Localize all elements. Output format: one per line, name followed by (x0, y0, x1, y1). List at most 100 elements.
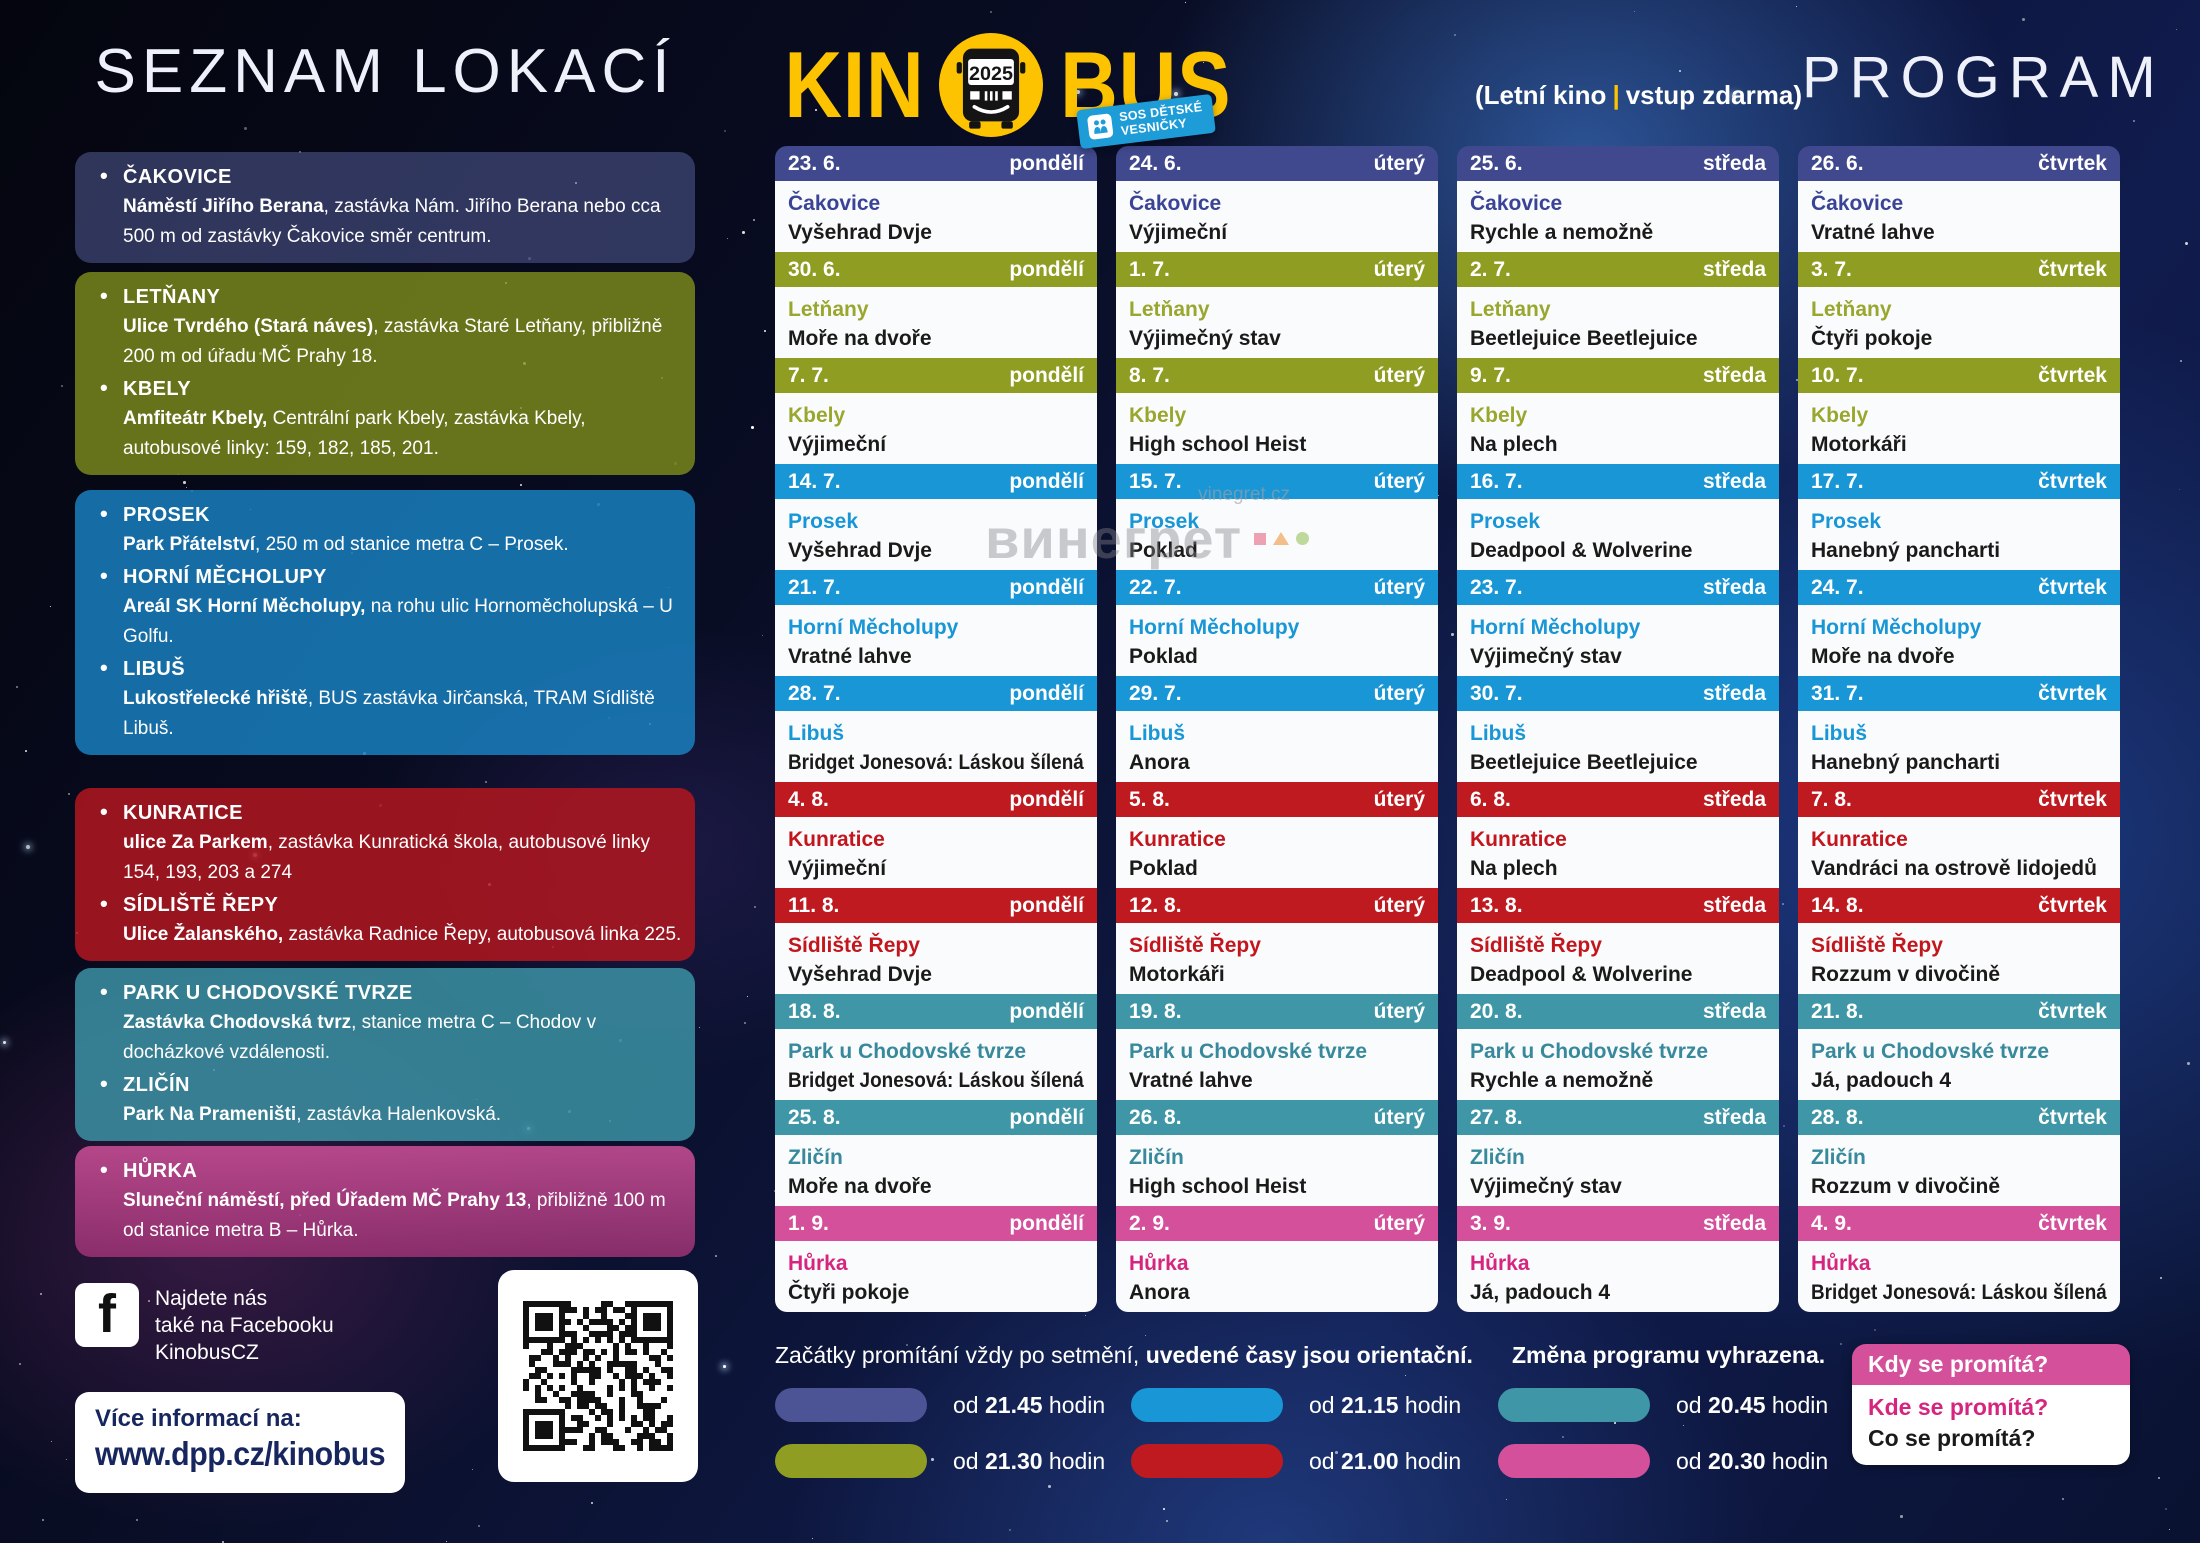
show-date: 24. 7. (1811, 575, 1864, 599)
show-location: Hůrka (1129, 1252, 1189, 1275)
show-film-title: Bridget Jonesová: Láskou šílená (788, 751, 1084, 774)
bright-star (3, 1041, 6, 1044)
show-date-bar: 3. 7. čtvrtek (1798, 252, 2120, 287)
show-location-line: Sídliště Řepy (788, 932, 1084, 961)
star (51, 1441, 53, 1443)
show-film-title: Vratné lahve (1811, 221, 1935, 244)
show-location: Prosek (1811, 510, 1882, 533)
show-location-line: Kbely (1129, 402, 1425, 431)
location-entry: LETŇANY Ulice Tvrdého (Stará náves), zast… (97, 283, 681, 372)
show-film-title: Anora (1129, 751, 1190, 774)
show-film-title: Beetlejuice Beetlejuice (1470, 327, 1698, 350)
show-entry: Kunratice Na plech (1457, 817, 1779, 888)
show-location: Libuš (788, 722, 844, 745)
show-date-bar: 24. 6. úterý (1116, 146, 1438, 181)
show-date-bar: 25. 6. středa (1457, 146, 1779, 181)
show-film-line: Anora (1129, 1279, 1425, 1308)
show-film-line: Bridget Jonesová: Láskou šílená (788, 749, 1084, 778)
show-weekday: středa (1702, 257, 1766, 281)
show-date-bar: 23. 7. středa (1457, 570, 1779, 605)
show-date: 1. 9. (788, 1211, 829, 1235)
show-film-title: Poklad (1129, 857, 1198, 880)
show-location-line: Prosek (1811, 508, 2107, 537)
legend-column: od 21.15 hodin od 21.00 hodin (1131, 1388, 1461, 1500)
show-entry: Letňany Čtyři pokoje (1798, 287, 2120, 358)
show-location-line: Letňany (1129, 296, 1425, 325)
logo-year: 2025 (969, 63, 1013, 85)
show-date-bar: 28. 7. pondělí (775, 676, 1097, 711)
location-entry: KBELY Amfiteátr Kbely, Centrální park Kbe… (97, 375, 681, 464)
show-film-title: Vratné lahve (788, 645, 912, 668)
show-date-bar: 6. 8. středa (1457, 782, 1779, 817)
show-location-line: Kunratice (788, 826, 1084, 855)
location-description: Sluneční náměstí, před Úřadem MČ Prahy 1… (123, 1190, 666, 1241)
show-film-title: High school Heist (1129, 433, 1307, 456)
bright-star (1732, 94, 1736, 98)
show-location: Čakovice (1811, 192, 1904, 215)
show-location: Letňany (1129, 298, 1210, 321)
show-location: Park u Chodovské tvrze (788, 1040, 1027, 1063)
legend-label: od 21.00 hodin (1309, 1447, 1462, 1474)
more-info-box[interactable]: Více informací na: www.dpp.cz/kinobus (75, 1392, 405, 1493)
show-location: Kbely (1129, 404, 1187, 427)
qr-code[interactable] (498, 1270, 698, 1482)
show-film-line: Vyšehrad Dvje (788, 219, 1084, 248)
show-entry: Kunratice Výjimeční (775, 817, 1097, 888)
show-location-line: Zličín (788, 1144, 1084, 1173)
website-url[interactable]: www.dpp.cz/kinobus (95, 1435, 386, 1472)
show-location: Horní Měcholupy (1811, 616, 1982, 639)
star (478, 1525, 481, 1528)
show-film-line: Vratné lahve (788, 643, 1084, 672)
show-date: 18. 8. (788, 999, 841, 1023)
show-location: Prosek (788, 510, 859, 533)
more-info-label: Více informací na: (95, 1405, 302, 1432)
show-date-bar: 9. 7. středa (1457, 358, 1779, 393)
show-weekday: pondělí (1009, 787, 1084, 811)
show-date: 3. 7. (1811, 257, 1852, 281)
show-date: 9. 7. (1470, 363, 1511, 387)
show-date: 14. 7. (788, 469, 841, 493)
show-location-line: Sídliště Řepy (1129, 932, 1425, 961)
info-box-what: Co se promítá? (1868, 1425, 2036, 1451)
star (2160, 1277, 2163, 1280)
show-date-bar: 26. 6. čtvrtek (1798, 146, 2120, 181)
subtitle: (Letní kino | vstup zdarma) (1475, 80, 1802, 111)
show-film-title: Moře na dvoře (788, 1175, 932, 1198)
show-film-title: Výjimečný stav (1470, 645, 1622, 668)
subtitle-suffix: vstup zdarma) (1625, 80, 1802, 110)
show-location: Čakovice (1470, 192, 1563, 215)
show-location: Sídliště Řepy (788, 934, 920, 957)
show-film-title: Rozzum v divočině (1811, 1175, 2001, 1198)
show-date: 31. 7. (1811, 681, 1864, 705)
show-film-line: Beetlejuice Beetlejuice (1470, 749, 1766, 778)
show-date-bar: 28. 8. čtvrtek (1798, 1100, 2120, 1135)
show-location: Kunratice (788, 828, 885, 851)
facebook-icon[interactable]: f (75, 1283, 139, 1347)
star (1145, 1335, 1146, 1336)
location-entry: PARK U CHODOVSKÉ TVRZE Zastávka Chodovská… (97, 979, 681, 1068)
legend-label: od 21.45 hodin (953, 1391, 1106, 1418)
show-date-bar: 1. 9. pondělí (775, 1206, 1097, 1241)
facebook-section[interactable]: f Najdete nás také na Facebooku KinobusC… (75, 1283, 334, 1366)
location-name: LIBUŠ (123, 658, 185, 680)
show-location: Hůrka (1470, 1252, 1530, 1275)
location-group: ČAKOVICE Náměstí Jiřího Berana, zastávka … (75, 152, 695, 263)
location-entry: SÍDLIŠTĚ ŘEPY Ulice Žalanského, zastávka … (97, 891, 681, 950)
show-film-line: Výjimeční (788, 431, 1084, 460)
star (754, 906, 756, 908)
show-location: Letňany (1811, 298, 1892, 321)
show-date: 7. 8. (1811, 787, 1852, 811)
locations-title: SEZNAM LOKACÍ (94, 37, 676, 106)
show-weekday: středa (1702, 681, 1766, 705)
show-weekday: pondělí (1009, 151, 1084, 175)
fb-line2: také na Facebooku (155, 1314, 334, 1337)
footer-note-2: Změna programu vyhrazena. (1512, 1342, 1826, 1368)
show-date-bar: 19. 8. úterý (1116, 994, 1438, 1029)
legend-item: od 21.45 hodin (775, 1388, 1105, 1422)
show-film-line: Rozzum v divočině (1811, 1173, 2107, 1202)
show-film-line: Moře na dvoře (788, 325, 1084, 354)
show-entry: Letňany Beetlejuice Beetlejuice (1457, 287, 1779, 358)
show-weekday: středa (1702, 363, 1766, 387)
show-location-line: Prosek (1129, 508, 1425, 537)
show-weekday: středa (1702, 1105, 1766, 1129)
